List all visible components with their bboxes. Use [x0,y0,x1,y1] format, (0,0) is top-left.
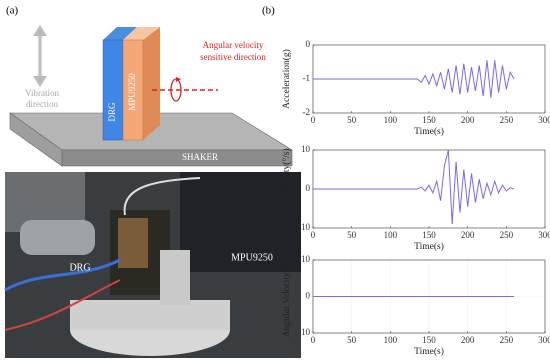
x-tick-label: 250 [500,115,514,125]
x-tick-label: 150 [422,230,436,240]
x-axis-label: Time(s) [414,346,444,357]
arrow-head [176,77,181,82]
x-tick-label: 0 [311,115,316,125]
panel-label: (a) [6,5,19,17]
arrow-head [33,76,47,87]
shaker-side [9,112,63,167]
shaker-front [61,149,293,167]
angular-label: sensitive direction [200,52,266,62]
panel-label: (b) [262,5,275,17]
angular-label: Angular velocity [203,40,264,50]
x-tick-label: 300 [538,230,550,240]
y-tick-label: -1 [303,73,311,83]
y-axis-label: Acceleration(g) [281,49,292,109]
x-tick-label: 300 [538,335,550,345]
y-tick-label: 0 [306,183,311,193]
mpu-top [123,27,160,40]
y-tick-label: -10 [298,327,310,337]
photo-equipment [180,172,301,272]
x-tick-label: 200 [461,115,475,125]
x-tick-label: 200 [461,230,475,240]
drg-top [103,27,137,40]
vibration-label: Vibration [25,88,59,98]
mpu-side [143,27,160,140]
x-tick-label: 300 [538,115,550,125]
x-tick-label: 150 [422,115,436,125]
x-axis-label: Time(s) [414,241,444,252]
x-tick-label: 250 [500,230,514,240]
x-tick-label: 0 [311,230,316,240]
x-tick-label: 100 [384,115,398,125]
photo-drg [118,218,148,268]
y-tick-label: 10 [301,144,311,154]
photo-shaker-body [70,300,230,330]
x-tick-label: 100 [384,230,398,240]
x-tick-label: 0 [311,335,316,345]
y-tick-label: 10 [301,254,311,264]
photo-mpu-label: MPU9250 [231,252,273,263]
photo-clamp [20,220,95,255]
drg-block [102,39,124,141]
x-tick-label: 250 [500,335,514,345]
vibration-label: direction [26,99,58,109]
y-tick-label: 0 [306,291,311,301]
x-tick-label: 50 [347,115,357,125]
photo-drg-label: DRG [69,262,90,273]
drg-label: DRG [107,102,117,122]
photo: DRG MPU9250 [4,172,301,358]
y-tick-label: -10 [298,222,310,232]
photo-cables [123,177,201,216]
data-line [313,60,515,98]
schematic: SHAKER Vibration direction DRG MPU9250 A… [9,25,294,167]
y-tick-label: -2 [303,107,311,117]
x-tick-label: 100 [384,335,398,345]
x-tick-label: 50 [347,230,357,240]
shaker-label: SHAKER [182,152,218,162]
mpu-block [122,39,144,141]
x-tick-label: 200 [461,335,475,345]
x-axis-label: Time(s) [414,126,444,137]
photo-cables [4,258,121,292]
photo-cables [4,279,121,331]
y-tick-label: 0 [306,39,311,49]
y-axis-label: Angular Velocity(°/s) [281,148,292,229]
y-axis-label: Angular Velocity(°/s) [281,256,292,337]
x-tick-label: 50 [347,335,357,345]
photo-mpu [160,250,190,305]
arrow-head [33,25,47,36]
x-tick-label: 150 [422,335,436,345]
data-line [313,149,515,225]
mpu-label: MPU9250 [127,73,137,111]
